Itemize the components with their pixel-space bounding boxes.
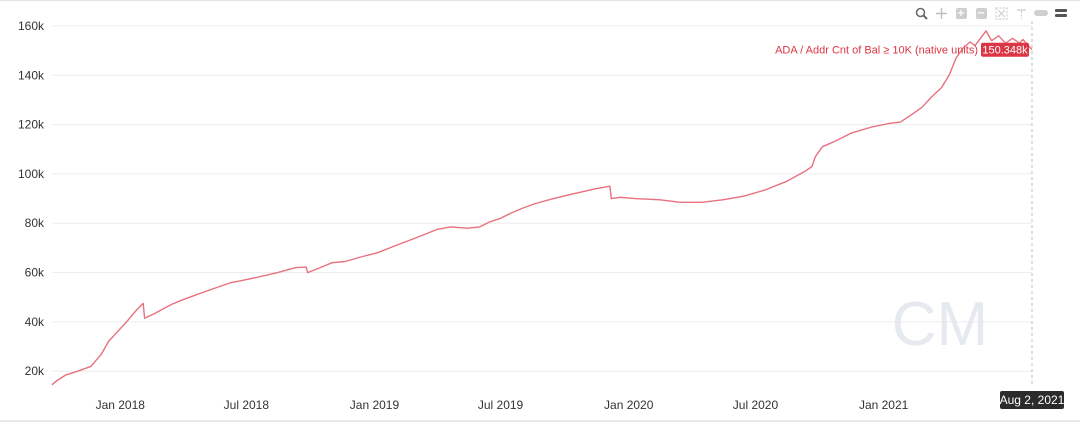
y-tick-label: 20k [25,364,45,378]
chart-toolbar: + − [914,6,1068,20]
hover-series-label: ADA / Addr Cnt of Bal ≥ 10K (native unit… [775,45,978,57]
series-line [51,30,1033,386]
hover-date-badge [1000,391,1064,409]
x-tick-label: Jul 2020 [733,398,779,412]
x-tick-label: Jan 2020 [604,398,654,412]
x-tick-label: Jan 2019 [350,398,400,412]
compare-icon[interactable] [1034,6,1048,20]
x-axis: Jan 2018 Jul 2018 Jan 2019 Jul 2019 Jan 2020… [96,398,1018,412]
hover-layer: ADA / Addr Cnt of Bal ≥ 10K (native unit… [775,21,1065,409]
watermark: CM [892,290,988,359]
x-tick-label: Jul 2018 [224,398,270,412]
y-tick-label: 80k [25,216,45,230]
hover-value-label: 150.348k [982,45,1028,57]
pan-icon[interactable] [934,6,948,20]
zoom-icon[interactable] [914,6,928,20]
y-tick-label: 100k [18,167,45,181]
y-tick-label: 160k [18,19,45,33]
series-layer [51,30,1033,386]
hover-value-badge [981,42,1029,57]
y-axis: 20k 40k 60k 80k 100k 120k 140k 160k [18,19,45,378]
y-tick-label: 60k [25,266,45,280]
zoom-out-icon[interactable]: − [975,7,987,19]
hover-date-label: Aug 2, 2021 [1000,393,1065,407]
x-tick-label: Jan 2021 [859,398,909,412]
y-tick-label: 120k [18,118,45,132]
menu-icon[interactable] [1054,6,1068,20]
x-tick-label: Jan 2018 [96,398,146,412]
reset-zoom-icon[interactable] [994,6,1008,20]
zoom-in-icon[interactable]: + [955,7,967,19]
y-tick-label: 140k [18,68,45,82]
spike-lines-icon[interactable] [1014,6,1028,20]
y-tick-label: 40k [25,315,45,329]
x-tick-label: Jul 2019 [478,398,524,412]
gridlines [52,25,1032,372]
